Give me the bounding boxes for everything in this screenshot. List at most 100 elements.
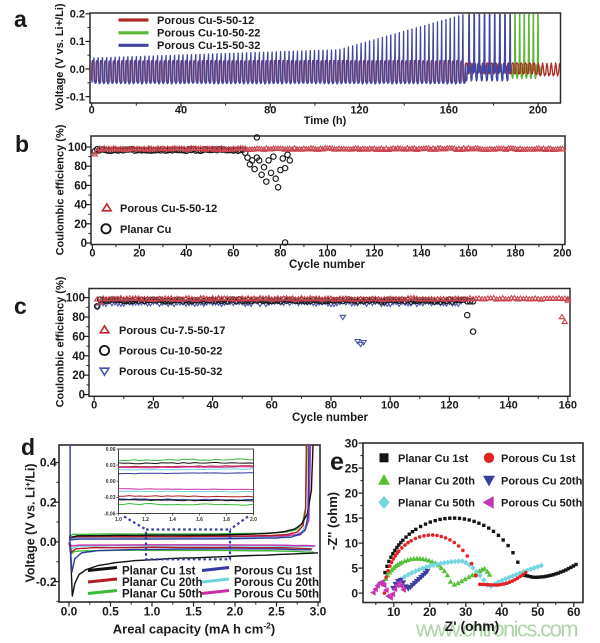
svg-text:Planar Cu 50th: Planar Cu 50th — [398, 498, 475, 510]
svg-text:200: 200 — [553, 248, 571, 260]
svg-text:-0.2: -0.2 — [36, 575, 57, 589]
svg-text:0.1: 0.1 — [70, 36, 85, 48]
svg-text:0.0: 0.0 — [40, 535, 57, 549]
svg-text:Planar Cu 1st: Planar Cu 1st — [122, 566, 196, 578]
svg-text:1.8: 1.8 — [223, 517, 230, 523]
svg-text:120: 120 — [350, 105, 368, 117]
svg-text:0: 0 — [351, 586, 358, 600]
svg-text:15: 15 — [345, 511, 359, 525]
svg-text:Porous Cu 1st: Porous Cu 1st — [234, 566, 312, 578]
svg-text:Porous Cu 20th: Porous Cu 20th — [234, 577, 319, 589]
svg-text:Porous Cu-5-50-12: Porous Cu-5-50-12 — [157, 15, 254, 27]
svg-text:20: 20 — [423, 605, 437, 619]
svg-text:0.2: 0.2 — [40, 495, 57, 509]
svg-text:Areal capacity (mA h cm-2): Areal capacity (mA h cm-2) — [113, 621, 275, 637]
svg-text:Z' (ohm): Z' (ohm) — [445, 618, 500, 634]
svg-text:0.00: 0.00 — [106, 479, 116, 485]
svg-text:1.2: 1.2 — [142, 517, 149, 523]
svg-text:40: 40 — [180, 248, 192, 260]
svg-text:5: 5 — [351, 561, 358, 575]
svg-text:60: 60 — [227, 248, 239, 260]
svg-text:Voltage (V vs. Li+/Li): Voltage (V vs. Li+/Li) — [24, 463, 38, 582]
svg-text:1.4: 1.4 — [169, 517, 176, 523]
svg-text:-Z'' (ohm): -Z'' (ohm) — [325, 492, 340, 550]
svg-text:100: 100 — [66, 293, 85, 305]
svg-text:2.0: 2.0 — [250, 517, 257, 523]
svg-text:Voltage (V vs. Li+/Li): Voltage (V vs. Li+/Li) — [54, 3, 66, 110]
svg-text:80: 80 — [74, 161, 87, 173]
svg-text:80: 80 — [72, 312, 85, 324]
svg-text:0.03: 0.03 — [106, 463, 116, 469]
svg-text:Porous Cu-10-50-22: Porous Cu-10-50-22 — [119, 346, 222, 358]
svg-text:Porous Cu 1st: Porous Cu 1st — [501, 453, 576, 465]
svg-text:40: 40 — [206, 400, 218, 412]
svg-text:Porous Cu-7.5-50-17: Porous Cu-7.5-50-17 — [119, 325, 225, 337]
svg-text:160: 160 — [559, 400, 577, 412]
svg-text:Cycle number: Cycle number — [292, 412, 369, 424]
svg-text:40: 40 — [175, 105, 187, 117]
svg-text:40: 40 — [72, 351, 85, 363]
svg-text:0: 0 — [79, 390, 85, 402]
svg-text:180: 180 — [506, 248, 524, 260]
svg-text:b: b — [15, 131, 29, 157]
svg-text:Coulombic efficiency (%): Coulombic efficiency (%) — [55, 276, 67, 407]
svg-text:1.6: 1.6 — [196, 517, 203, 523]
svg-text:Coulombic efficiency (%): Coulombic efficiency (%) — [55, 124, 67, 255]
svg-text:0: 0 — [89, 248, 95, 260]
svg-text:10: 10 — [387, 605, 401, 619]
svg-text:2.0: 2.0 — [227, 605, 244, 619]
svg-text:160: 160 — [440, 105, 458, 117]
svg-text:60: 60 — [266, 400, 278, 412]
svg-text:60: 60 — [567, 605, 581, 619]
svg-text:Porous Cu 50th: Porous Cu 50th — [501, 498, 583, 510]
svg-text:20: 20 — [345, 486, 359, 500]
svg-text:e: e — [330, 448, 344, 476]
svg-text:www.cntronics.com: www.cntronics.com — [415, 617, 577, 642]
svg-text:Porous Cu-15-50-32: Porous Cu-15-50-32 — [119, 366, 222, 378]
svg-text:Planar Cu 20th: Planar Cu 20th — [122, 577, 203, 589]
svg-text:20: 20 — [72, 370, 85, 382]
svg-text:10: 10 — [345, 536, 359, 550]
svg-text:a: a — [14, 6, 27, 32]
svg-text:Cycle number: Cycle number — [289, 259, 366, 271]
svg-text:80: 80 — [274, 248, 286, 260]
svg-text:40: 40 — [74, 200, 87, 212]
svg-text:Planar Cu 50th: Planar Cu 50th — [122, 589, 203, 601]
svg-text:1.5: 1.5 — [185, 605, 202, 619]
svg-text:-0.1: -0.1 — [66, 91, 85, 103]
svg-text:0: 0 — [91, 400, 97, 412]
svg-text:Porous Cu 50th: Porous Cu 50th — [234, 589, 319, 601]
svg-text:-0.06: -0.06 — [104, 511, 116, 517]
svg-text:2.5: 2.5 — [268, 605, 285, 619]
svg-text:30: 30 — [459, 605, 473, 619]
svg-text:-0.03: -0.03 — [104, 495, 116, 501]
svg-text:50: 50 — [531, 605, 545, 619]
svg-text:0.06: 0.06 — [106, 447, 116, 453]
svg-text:Porous Cu-10-50-22: Porous Cu-10-50-22 — [157, 28, 260, 40]
svg-text:80: 80 — [264, 105, 276, 117]
svg-text:80: 80 — [325, 400, 337, 412]
svg-text:0: 0 — [81, 238, 87, 250]
svg-text:100: 100 — [381, 400, 399, 412]
svg-text:25: 25 — [345, 461, 359, 475]
svg-text:Planar Cu 1st: Planar Cu 1st — [398, 453, 469, 465]
svg-text:0.0: 0.0 — [61, 605, 78, 619]
svg-text:60: 60 — [74, 180, 87, 192]
svg-text:0.5: 0.5 — [102, 605, 119, 619]
svg-text:120: 120 — [440, 400, 458, 412]
svg-text:0.2: 0.2 — [70, 9, 85, 21]
svg-text:Planar Cu 20th: Planar Cu 20th — [398, 475, 475, 487]
svg-text:0.4: 0.4 — [40, 456, 57, 470]
svg-text:3.0: 3.0 — [310, 605, 327, 619]
svg-text:60: 60 — [72, 331, 85, 343]
svg-text:Time (h): Time (h) — [304, 115, 347, 127]
svg-text:140: 140 — [499, 400, 517, 412]
svg-text:100: 100 — [68, 142, 87, 154]
svg-text:100: 100 — [318, 248, 336, 260]
svg-text:Porous Cu 20th: Porous Cu 20th — [501, 475, 583, 487]
svg-text:Planar Cu: Planar Cu — [120, 224, 171, 236]
svg-text:140: 140 — [412, 248, 430, 260]
svg-text:30: 30 — [345, 436, 359, 450]
svg-text:1.0: 1.0 — [115, 517, 122, 523]
svg-text:160: 160 — [459, 248, 477, 260]
